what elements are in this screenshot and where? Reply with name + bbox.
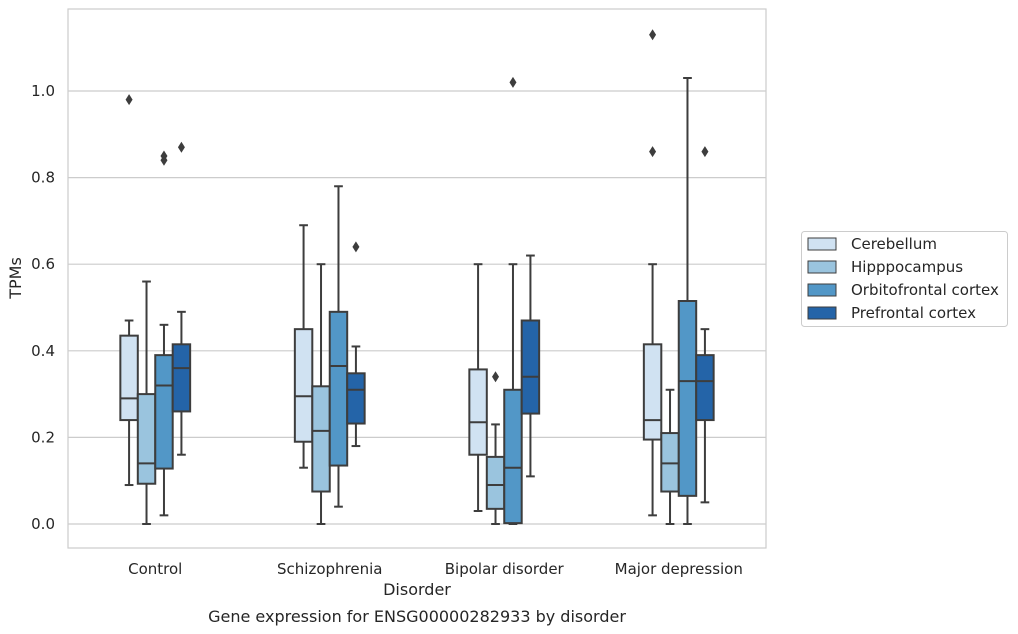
y-tick-label: 0.6 (31, 255, 55, 273)
box-orbitofrontal-cortex-bipolar-disorder (503, 76, 523, 525)
x-tick-label-major-depression: Major depression (615, 560, 743, 578)
outlier-point (125, 94, 133, 106)
legend-item-cerebellum: Cerebellum (807, 235, 937, 253)
box-iqr (293, 328, 314, 443)
legend-label-orbitofrontal-cortex: Orbitofrontal cortex (851, 281, 999, 299)
box-iqr (311, 385, 331, 493)
legend-label-hippocampus: Hipppocampus (851, 258, 963, 276)
legend-swatch-cerebellum (807, 237, 837, 251)
y-axis-ticks: 0.0 0.2 0.4 0.6 0.8 1.0 (31, 82, 55, 533)
x-tick-label-schizophrenia: Schizophrenia (277, 560, 382, 578)
outlier-point (649, 146, 657, 158)
outlier-point (177, 141, 185, 153)
box-iqr (660, 432, 680, 493)
box-iqr (503, 388, 523, 525)
outlier-point (160, 154, 168, 166)
box-hipppocampus-major-depression (660, 388, 680, 525)
box-hipppocampus-control (136, 280, 157, 525)
outlier-point (701, 146, 709, 158)
y-tick-label: 0.4 (31, 342, 55, 360)
box-iqr (346, 372, 366, 425)
legend-frame (801, 231, 1008, 327)
legend-label-cerebellum: Cerebellum (851, 235, 937, 253)
plot-area-frame (67, 8, 767, 549)
x-axis-label: Disorder (383, 580, 451, 599)
legend-swatch-hippocampus (807, 260, 837, 274)
box-iqr (328, 310, 349, 467)
legend-swatch-orbitofrontal-cortex (807, 283, 837, 297)
box-orbitofrontal-cortex-schizophrenia (328, 185, 349, 508)
box-prefrontal-cortex-bipolar-disorder (520, 254, 541, 478)
box-iqr (695, 354, 715, 422)
outlier-point (649, 29, 657, 41)
boxes-layer (119, 29, 715, 525)
chart-caption: Gene expression for ENSG00000282933 by d… (208, 607, 626, 626)
legend-item-hippocampus: Hipppocampus (807, 258, 963, 276)
outlier-point (509, 76, 517, 88)
box-hipppocampus-schizophrenia (311, 263, 331, 525)
box-iqr (520, 319, 541, 415)
box-iqr (154, 354, 174, 470)
box-prefrontal-cortex-major-depression (695, 146, 715, 504)
box-cerebellum-control (119, 94, 139, 487)
box-iqr (642, 343, 663, 441)
legend: Cerebellum Hipppocampus Orbitofrontal co… (801, 231, 1008, 327)
box-cerebellum-bipolar-disorder (468, 263, 488, 513)
outlier-point (492, 371, 500, 383)
y-axis-label: TPMs (6, 257, 25, 300)
box-orbitofrontal-cortex-control (154, 150, 174, 517)
y-tick-label: 0.0 (31, 515, 55, 533)
box-prefrontal-cortex-control (171, 141, 192, 456)
legend-item-orbitofrontal-cortex: Orbitofrontal cortex (807, 281, 999, 299)
legend-item-prefrontal-cortex: Prefrontal cortex (807, 304, 976, 322)
x-tick-label-control: Control (128, 560, 182, 578)
y-tick-label: 1.0 (31, 82, 55, 100)
box-iqr (468, 368, 488, 456)
box-iqr (171, 343, 192, 413)
box-iqr (119, 334, 139, 422)
x-axis-ticks: Control Schizophrenia Bipolar disorder Majo… (128, 560, 743, 578)
legend-swatch-prefrontal-cortex (807, 306, 837, 320)
box-prefrontal-cortex-schizophrenia (346, 241, 366, 448)
box-hipppocampus-bipolar-disorder (485, 371, 506, 525)
y-tick-label: 0.2 (31, 428, 55, 446)
box-iqr (677, 300, 698, 497)
box-cerebellum-schizophrenia (293, 224, 314, 469)
box-iqr (485, 455, 506, 510)
legend-label-prefrontal-cortex: Prefrontal cortex (851, 304, 976, 322)
y-tick-label: 0.8 (31, 169, 55, 187)
x-tick-label-bipolar-disorder: Bipolar disorder (445, 560, 565, 578)
box-orbitofrontal-cortex-major-depression (677, 77, 698, 525)
outlier-point (352, 241, 360, 253)
box-cerebellum-major-depression (642, 29, 663, 517)
box-iqr (136, 393, 157, 485)
